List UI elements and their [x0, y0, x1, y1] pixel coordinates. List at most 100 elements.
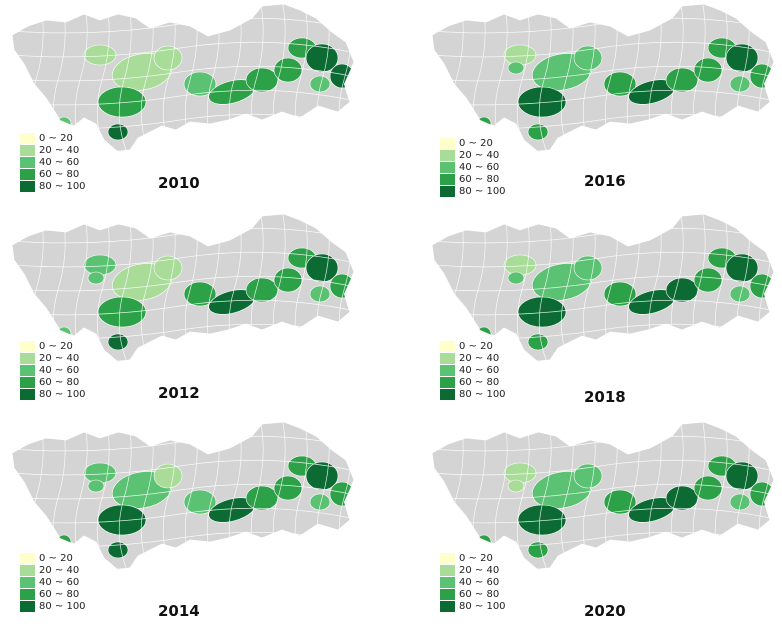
thematic-regions	[476, 455, 774, 559]
region-patch	[273, 475, 303, 501]
legend-label: 20 ~ 40	[39, 144, 80, 156]
region-patch	[665, 277, 699, 303]
legend-swatch	[20, 340, 35, 352]
map-panel-2014: 0 ~ 20 20 ~ 40 40 ~ 60 60 ~ 80 80 ~ 100 …	[0, 418, 380, 623]
legend-item: 40 ~ 60	[440, 161, 506, 173]
region-patch	[97, 86, 147, 118]
map-year-label: 2018	[584, 388, 626, 406]
region-patch	[725, 253, 759, 283]
legend-item: 40 ~ 60	[20, 576, 86, 588]
region-patch	[83, 44, 117, 66]
thematic-regions	[56, 37, 354, 141]
legend-item: 60 ~ 80	[20, 588, 86, 600]
legend-swatch	[440, 161, 455, 173]
legend-swatch	[20, 156, 35, 168]
region-patch	[527, 541, 549, 559]
region-patch	[749, 63, 774, 89]
legend-label: 60 ~ 80	[39, 376, 80, 388]
legend-label: 20 ~ 40	[39, 352, 80, 364]
legend-label: 0 ~ 20	[459, 137, 493, 149]
region-patch	[107, 541, 129, 559]
legend-swatch	[20, 352, 35, 364]
region-patch	[573, 255, 603, 281]
region-patch	[503, 44, 537, 66]
legend-swatch	[440, 149, 455, 161]
legend: 0 ~ 20 20 ~ 40 40 ~ 60 60 ~ 80 80 ~ 100	[440, 552, 506, 612]
legend-swatch	[20, 376, 35, 388]
legend-item: 20 ~ 40	[20, 564, 86, 576]
legend: 0 ~ 20 20 ~ 40 40 ~ 60 60 ~ 80 80 ~ 100	[20, 552, 86, 612]
legend-item: 80 ~ 100	[20, 388, 86, 400]
map-year-label: 2014	[158, 602, 200, 620]
legend-swatch	[440, 588, 455, 600]
region-patch	[305, 253, 339, 283]
region-patch	[517, 86, 567, 118]
map-year-label: 2012	[158, 384, 200, 402]
legend-label: 80 ~ 100	[459, 600, 506, 612]
legend-label: 0 ~ 20	[39, 340, 73, 352]
legend-item: 80 ~ 100	[20, 180, 86, 192]
legend-swatch	[440, 173, 455, 185]
map-year-label: 2010	[158, 174, 200, 192]
legend-item: 20 ~ 40	[440, 564, 506, 576]
legend-swatch	[440, 376, 455, 388]
legend-item: 80 ~ 100	[440, 388, 506, 400]
legend-swatch	[20, 168, 35, 180]
map-panel-2018: 0 ~ 20 20 ~ 40 40 ~ 60 60 ~ 80 80 ~ 100 …	[420, 210, 782, 415]
region-patch	[725, 43, 759, 73]
region-patch	[725, 461, 759, 491]
legend-swatch	[440, 576, 455, 588]
region-patch	[517, 296, 567, 328]
basin-base-region	[11, 421, 355, 571]
map-panel-2016: 0 ~ 20 20 ~ 40 40 ~ 60 60 ~ 80 80 ~ 100 …	[420, 0, 782, 205]
legend-label: 0 ~ 20	[39, 552, 73, 564]
legend-label: 40 ~ 60	[459, 364, 500, 376]
region-patch	[503, 254, 537, 276]
region-patch	[107, 333, 129, 351]
legend-item: 20 ~ 40	[440, 149, 506, 161]
region-patch	[729, 75, 751, 93]
region-patch	[329, 273, 354, 299]
legend-item: 80 ~ 100	[20, 600, 86, 612]
legend-swatch	[20, 388, 35, 400]
legend-swatch	[20, 364, 35, 376]
legend-label: 0 ~ 20	[459, 552, 493, 564]
region-patch	[273, 57, 303, 83]
region-patch	[527, 333, 549, 351]
basin-base-region	[431, 421, 775, 571]
legend-item: 20 ~ 40	[20, 352, 86, 364]
legend-swatch	[20, 144, 35, 156]
legend-label: 80 ~ 100	[459, 388, 506, 400]
region-patch	[729, 285, 751, 303]
region-patch	[107, 123, 129, 141]
legend-label: 40 ~ 60	[39, 156, 80, 168]
legend-item: 40 ~ 60	[20, 364, 86, 376]
legend-swatch	[440, 364, 455, 376]
legend-item: 0 ~ 20	[440, 137, 506, 149]
legend-swatch	[440, 137, 455, 149]
thematic-regions	[56, 247, 354, 351]
legend-label: 80 ~ 100	[459, 185, 506, 197]
legend-label: 40 ~ 60	[39, 576, 80, 588]
region-patch	[693, 57, 723, 83]
legend-label: 80 ~ 100	[39, 388, 86, 400]
thematic-regions	[476, 247, 774, 351]
region-patch	[517, 504, 567, 536]
legend-item: 40 ~ 60	[20, 156, 86, 168]
choropleth-map-2020	[431, 421, 775, 571]
legend-label: 20 ~ 40	[39, 564, 80, 576]
basin-base-region	[11, 3, 355, 153]
legend-swatch	[20, 552, 35, 564]
legend-label: 60 ~ 80	[459, 173, 500, 185]
region-patch	[87, 271, 105, 285]
region-patch	[245, 485, 279, 511]
region-patch	[153, 45, 183, 71]
legend-label: 40 ~ 60	[459, 576, 500, 588]
legend-label: 80 ~ 100	[39, 180, 86, 192]
legend-swatch	[440, 564, 455, 576]
region-patch	[245, 67, 279, 93]
choropleth-map-2016	[431, 3, 775, 153]
legend: 0 ~ 20 20 ~ 40 40 ~ 60 60 ~ 80 80 ~ 100	[20, 132, 86, 192]
legend-label: 40 ~ 60	[39, 364, 80, 376]
legend-swatch	[440, 352, 455, 364]
